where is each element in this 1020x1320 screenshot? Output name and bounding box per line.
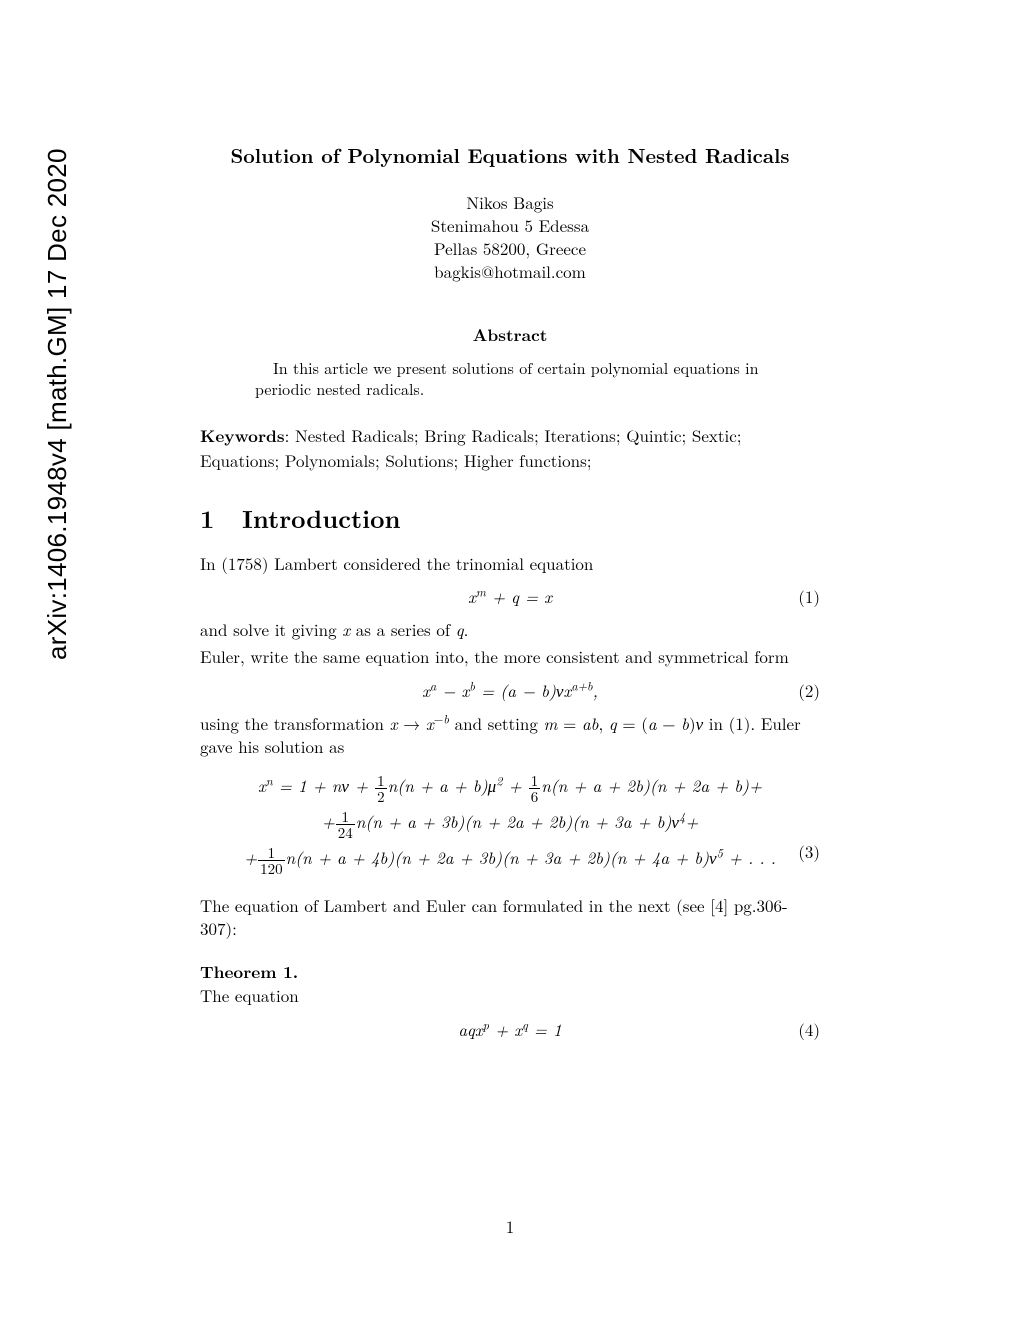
eq3-number: (3) — [798, 834, 820, 870]
author-email: bagkis@hotmail.com — [200, 260, 820, 283]
paragraph-3: Euler, write the same equation into, the… — [200, 645, 820, 668]
abstract-text: In this article we present solutions of … — [255, 357, 765, 400]
section-heading: 1Introduction — [200, 501, 820, 536]
eq2-number: (2) — [798, 678, 820, 702]
paragraph-4: using the transformation x → x−b and set… — [200, 712, 820, 758]
theorem-label: Theorem 1. — [200, 960, 820, 984]
page-number: 1 — [0, 1214, 1020, 1238]
eq3-line1: xn = 1 + nν + 12n(n + a + b)μ2 + 16n(n +… — [200, 768, 820, 804]
equation-1: xm + q = x (1) — [200, 584, 820, 608]
eq1-number: (1) — [798, 584, 820, 608]
section-number: 1 — [200, 501, 242, 536]
equation-2: xa − xb = (a − b)νxa+b, (2) — [200, 678, 820, 702]
equation-4: aqxp + xq = 1 (4) — [200, 1017, 820, 1041]
eq3-line3: +1120n(n + a + 4b)(n + 2a + 3b)(n + 3a +… — [200, 840, 820, 876]
section-title: Introduction — [242, 501, 401, 536]
paper-title: Solution of Polynomial Equations with Ne… — [200, 140, 820, 169]
author-addr1: Stenimahou 5 Edessa — [200, 214, 820, 237]
arxiv-date: 17 Dec 2020 — [42, 148, 72, 299]
keywords-label: Keywords — [200, 424, 285, 448]
author-name: Nikos Bagis — [200, 191, 820, 214]
eq3-line2: +124n(n + a + 3b)(n + 2a + 2b)(n + 3a + … — [200, 804, 820, 840]
arxiv-stamp: arXiv:1406.1948v4 [math.GM] 17 Dec 2020 — [42, 148, 73, 660]
paragraph-5: The equation of Lambert and Euler can fo… — [200, 894, 820, 940]
paragraph-1: In (1758) Lambert considered the trinomi… — [200, 552, 820, 575]
arxiv-id: arXiv:1406.1948v4 — [42, 438, 72, 660]
eq2-body: xa − xb = (a − b)νxa+b, — [422, 678, 598, 702]
arxiv-category: [math.GM] — [42, 306, 72, 430]
author-addr2: Pellas 58200, Greece — [200, 237, 820, 260]
eq1-body: xm + q = x — [468, 584, 552, 608]
equation-3: xn = 1 + nν + 12n(n + a + b)μ2 + 16n(n +… — [200, 768, 820, 876]
theorem-body: The equation — [200, 984, 820, 1007]
keywords: Keywords: Nested Radicals; Bring Radical… — [200, 424, 820, 473]
eq4-number: (4) — [798, 1017, 820, 1041]
abstract-heading: Abstract — [200, 323, 820, 347]
eq4-body: aqxp + xq = 1 — [458, 1017, 561, 1041]
author-block: Nikos Bagis Stenimahou 5 Edessa Pellas 5… — [200, 191, 820, 283]
paragraph-2: and solve it giving x as a series of q. — [200, 618, 820, 641]
page-content: Solution of Polynomial Equations with Ne… — [200, 140, 820, 1051]
